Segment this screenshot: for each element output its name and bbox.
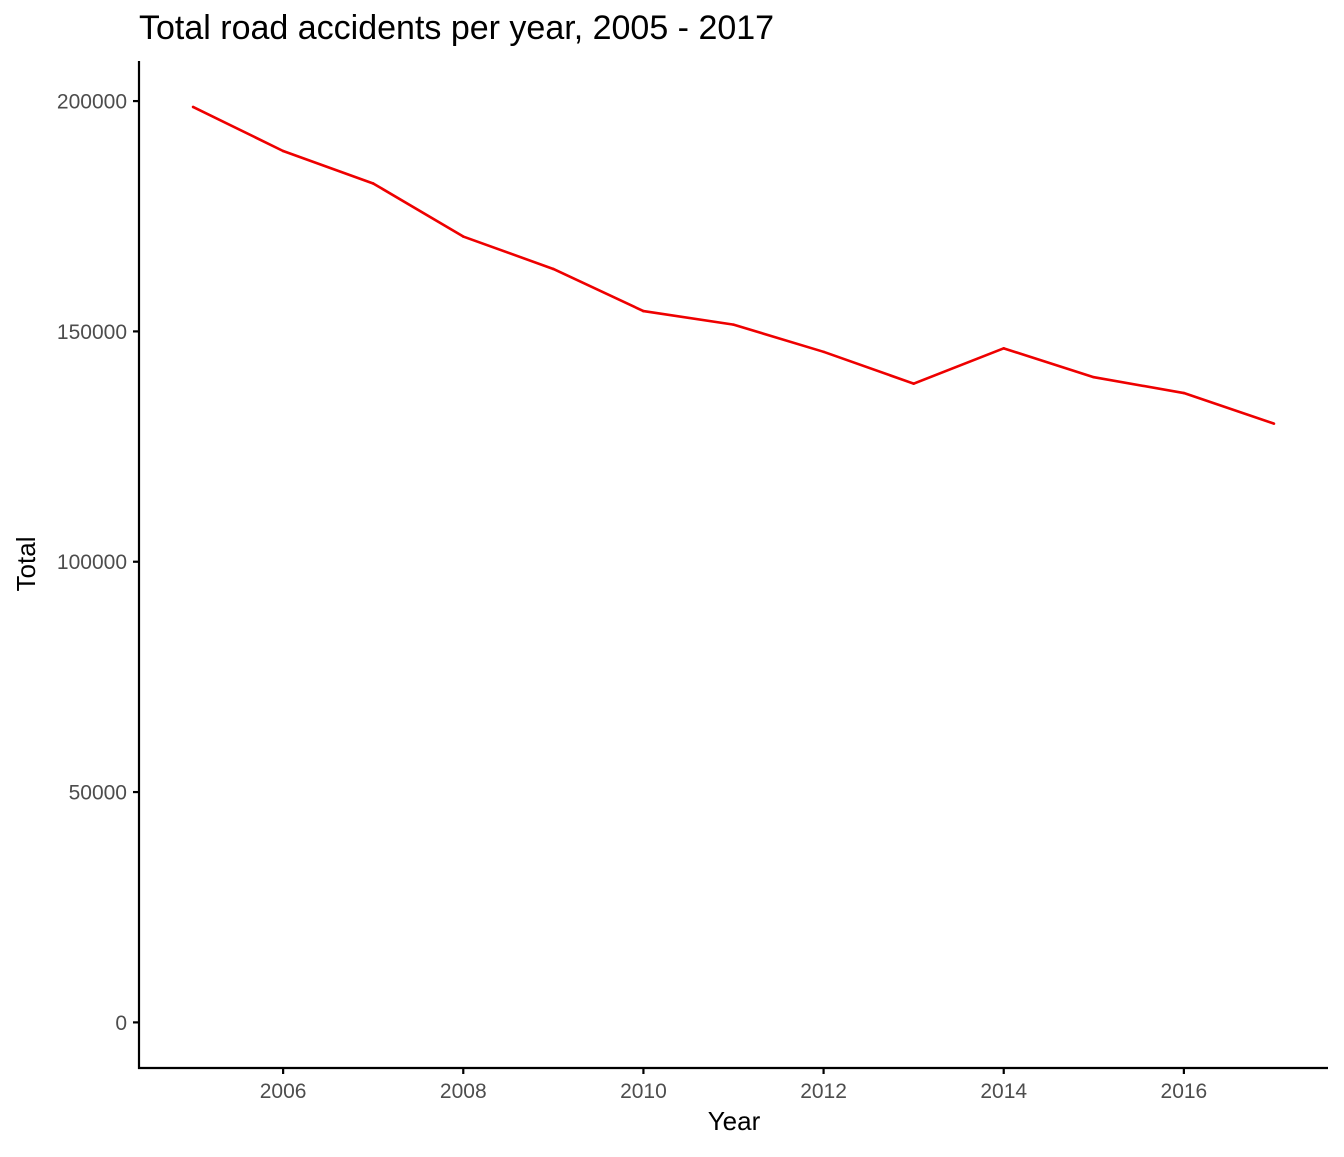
series-points [191, 105, 1276, 425]
data-point [732, 323, 735, 326]
y-tick-label: 200000 [57, 91, 127, 114]
data-point [912, 382, 915, 385]
data-point [642, 309, 645, 313]
chart-title: Total road accidents per year, 2005 - 20… [139, 9, 774, 47]
data-point [1002, 347, 1006, 350]
y-tick-label: 0 [115, 1012, 127, 1035]
data-point [1092, 375, 1096, 379]
y-axis-title: Total [11, 537, 41, 592]
x-axis-ticks: 2006 2008 2010 2012 2014 2016 [260, 1068, 1207, 1103]
data-point [371, 182, 375, 185]
data-point [1272, 422, 1276, 425]
x-axis-title: Year [708, 1106, 761, 1136]
y-axis-ticks: 0 50000 100000 150000 200000 [57, 91, 139, 1035]
x-tick-label: 2014 [980, 1080, 1027, 1103]
data-point [822, 350, 825, 354]
y-tick-label: 150000 [57, 321, 127, 344]
data-point [191, 105, 195, 109]
x-tick-label: 2008 [440, 1080, 487, 1103]
y-tick-label: 100000 [57, 551, 127, 574]
data-point [1182, 391, 1186, 395]
x-tick-label: 2006 [260, 1080, 307, 1103]
data-point [552, 267, 555, 271]
data-point [281, 149, 285, 153]
y-tick-label: 50000 [69, 782, 127, 805]
data-point [461, 235, 465, 238]
x-tick-label: 2012 [800, 1080, 847, 1103]
x-tick-label: 2010 [620, 1080, 667, 1103]
plot-area [191, 105, 1276, 425]
x-tick-label: 2016 [1161, 1080, 1208, 1103]
